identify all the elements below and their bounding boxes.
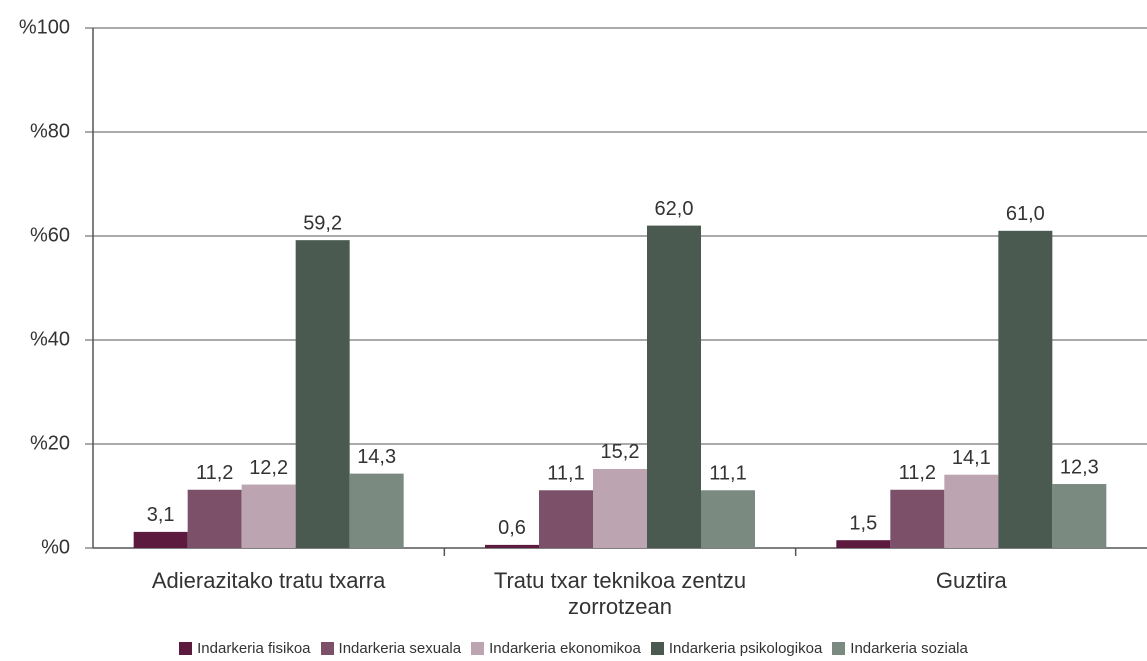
- legend-item: Indarkeria sexuala: [320, 640, 462, 657]
- bar: [295, 240, 350, 548]
- legend-label: Indarkeria ekonomikoa: [489, 640, 641, 657]
- bar: [701, 490, 755, 548]
- y-tick-label: %80: [30, 120, 70, 142]
- y-tick-label: %40: [30, 328, 70, 350]
- bar: [593, 468, 647, 548]
- legend-swatch: [320, 642, 334, 655]
- value-label: 11,2: [196, 462, 233, 484]
- value-label: 3,1: [147, 504, 175, 526]
- value-label: 15,2: [601, 441, 640, 463]
- legend-swatch: [471, 642, 485, 655]
- legend-swatch: [179, 642, 193, 655]
- bar: [187, 489, 242, 548]
- legend-label: Indarkeria soziala: [850, 640, 968, 657]
- bar: [539, 490, 593, 548]
- bar: [1052, 484, 1107, 548]
- bar: [944, 474, 999, 548]
- value-label: 11,2: [899, 462, 936, 484]
- x-tick-label: Adierazitako tratu txarra: [151, 568, 386, 593]
- value-label: 62,0: [655, 198, 694, 220]
- legend: Indarkeria fisikoa Indarkeria sexuala Inda…: [0, 640, 1147, 657]
- legend-item: Indarkeria psikologikoa: [650, 640, 823, 657]
- bar: [647, 225, 701, 548]
- value-label: 12,3: [1060, 456, 1099, 478]
- legend-swatch: [650, 642, 664, 655]
- bar: [485, 544, 539, 548]
- y-tick-label: %60: [30, 224, 70, 246]
- legend-label: Indarkeria fisikoa: [197, 640, 311, 657]
- bar: [890, 489, 945, 548]
- value-label: 11,1: [709, 463, 746, 485]
- value-label: 61,0: [1006, 203, 1045, 225]
- bar: [349, 473, 404, 548]
- bar: [133, 531, 188, 548]
- value-label: 12,2: [249, 457, 288, 479]
- legend-swatch: [832, 642, 846, 655]
- bar: [836, 540, 891, 548]
- bar: [241, 484, 296, 548]
- value-label: 1,5: [849, 512, 877, 534]
- bar: [998, 230, 1053, 549]
- legend-label: Indarkeria psikologikoa: [668, 640, 823, 657]
- y-tick-label: %0: [41, 536, 70, 558]
- legend-label: Indarkeria sexuala: [338, 640, 462, 657]
- legend-item: Indarkeria ekonomikoa: [471, 640, 641, 657]
- x-tick-label: Guztira: [935, 568, 1007, 593]
- y-tick-label: %20: [30, 432, 70, 454]
- value-label: 14,3: [357, 446, 396, 468]
- value-label: 59,2: [303, 212, 342, 234]
- value-label: 11,1: [547, 463, 584, 485]
- x-tick-label: Tratu txar teknikoa zentzu zorrotzean: [493, 568, 747, 619]
- value-label: 0,6: [498, 517, 526, 539]
- y-tick-label: %100: [19, 16, 70, 38]
- legend-item: Indarkeria fisikoa: [179, 640, 311, 657]
- value-label: 14,1: [952, 447, 991, 469]
- legend-item: Indarkeria soziala: [832, 640, 968, 657]
